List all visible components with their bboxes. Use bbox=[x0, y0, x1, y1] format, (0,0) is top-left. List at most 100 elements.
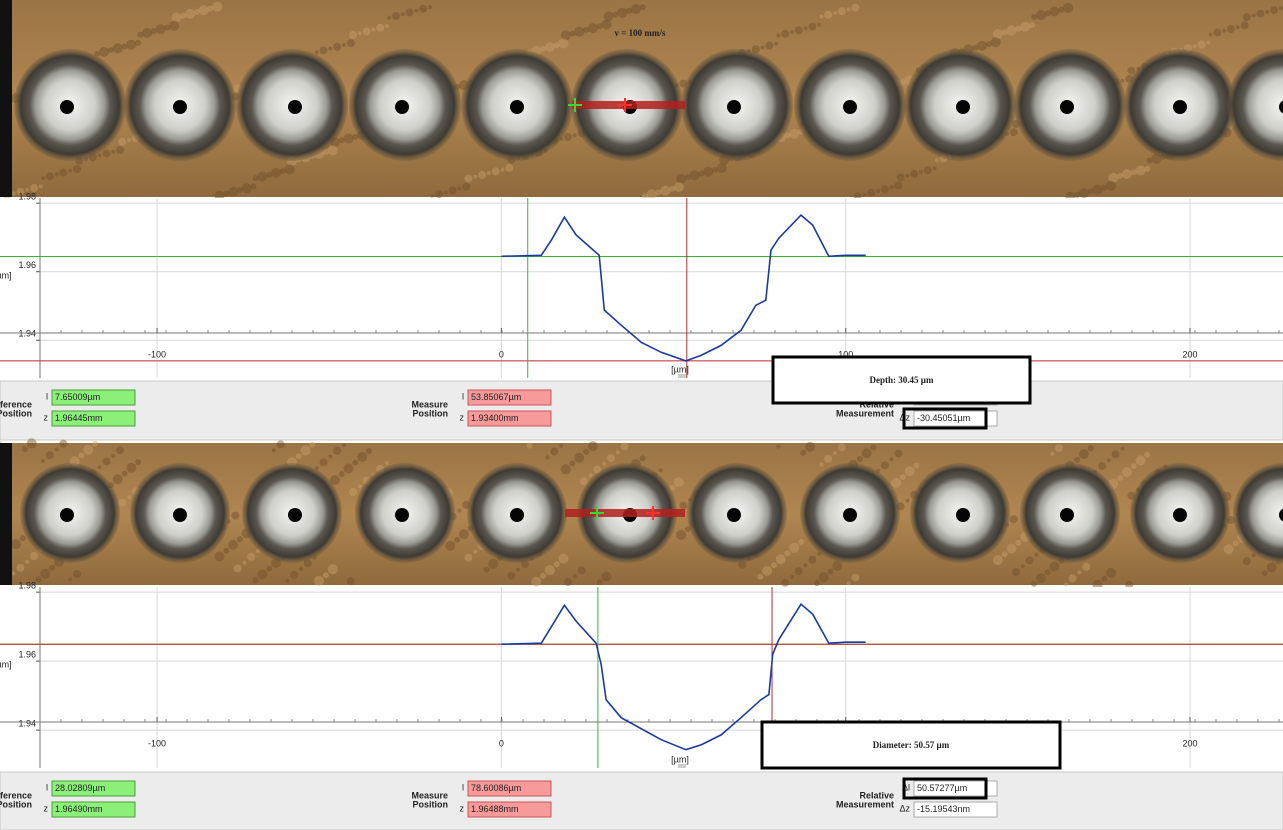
texture-dot bbox=[290, 571, 298, 579]
texture-dot bbox=[358, 31, 362, 35]
texture-dot bbox=[40, 569, 50, 579]
texture-dot bbox=[251, 184, 257, 190]
crater-hole bbox=[395, 508, 409, 522]
texture-dot bbox=[847, 7, 851, 11]
texture-dot bbox=[1064, 582, 1068, 586]
texture-dot bbox=[1241, 21, 1249, 29]
page-title: v = 100 mm/s bbox=[615, 28, 666, 38]
texture-dot bbox=[296, 453, 302, 459]
texture-dot bbox=[617, 8, 627, 18]
texture-dot bbox=[867, 189, 875, 197]
texture-dot bbox=[113, 43, 123, 53]
texture-dot bbox=[387, 16, 391, 20]
texture-dot bbox=[315, 50, 319, 54]
texture-dot bbox=[1063, 3, 1073, 13]
texture-dot bbox=[333, 447, 341, 455]
texture-dot bbox=[507, 572, 515, 580]
texture-dot bbox=[674, 477, 684, 487]
texture-dot bbox=[833, 451, 837, 455]
texture-dot bbox=[1136, 456, 1146, 466]
crater-hole bbox=[510, 100, 524, 114]
texture-dot bbox=[597, 579, 603, 585]
texture-dot bbox=[430, 194, 434, 198]
texture-dot bbox=[1012, 568, 1020, 576]
texture-dot bbox=[1224, 544, 1234, 554]
texture-dot bbox=[616, 450, 620, 454]
texture-dot bbox=[231, 512, 239, 520]
texture-dot bbox=[462, 183, 470, 191]
texture-dot bbox=[1020, 22, 1030, 32]
crater-hole bbox=[956, 508, 970, 522]
field-label: z bbox=[460, 412, 465, 422]
texture-dot bbox=[83, 445, 93, 455]
texture-dot bbox=[828, 569, 834, 575]
texture-dot bbox=[659, 468, 663, 472]
texture-dot bbox=[795, 26, 803, 34]
field-value: 53.85067µm bbox=[471, 392, 521, 402]
y-axis-label: [µm] bbox=[0, 659, 12, 669]
texture-dot bbox=[1050, 562, 1060, 572]
y-tick-label: 1.94 bbox=[18, 329, 36, 339]
texture-dot bbox=[900, 474, 906, 480]
texture-dot bbox=[127, 138, 131, 142]
texture-dot bbox=[135, 459, 141, 465]
texture-dot bbox=[805, 442, 815, 452]
field-group-label: Measurement bbox=[836, 408, 894, 418]
texture-dot bbox=[102, 458, 110, 466]
crater-hole bbox=[727, 100, 741, 114]
field-value: 1.93400mm bbox=[471, 413, 519, 423]
texture-dot bbox=[1256, 10, 1264, 18]
crater-hole bbox=[288, 508, 302, 522]
texture-dot bbox=[621, 442, 629, 450]
texture-dot bbox=[473, 550, 477, 554]
texture-dot bbox=[851, 574, 859, 582]
texture-dot bbox=[583, 449, 589, 455]
texture-dot bbox=[1026, 556, 1034, 564]
texture-dot bbox=[444, 190, 448, 194]
texture-dot bbox=[92, 441, 98, 447]
texture-dot bbox=[41, 176, 45, 180]
texture-dot bbox=[1279, 6, 1283, 10]
texture-dot bbox=[464, 175, 472, 183]
texture-dot bbox=[366, 448, 372, 454]
y-tick-label: 1.94 bbox=[18, 718, 36, 728]
texture-dot bbox=[1079, 449, 1089, 459]
texture-dot bbox=[363, 27, 371, 35]
texture-dot bbox=[871, 445, 877, 451]
texture-dot bbox=[1213, 29, 1221, 37]
texture-dot bbox=[414, 9, 418, 13]
texture-dot bbox=[570, 461, 576, 467]
texture-dot bbox=[122, 471, 128, 477]
texture-dot bbox=[765, 42, 773, 50]
texture-dot bbox=[757, 574, 763, 580]
texture-dot bbox=[320, 46, 328, 54]
texture-dot bbox=[328, 455, 332, 459]
texture-dot bbox=[49, 565, 55, 571]
field-value: 7.65009µm bbox=[55, 392, 100, 402]
texture-dot bbox=[814, 580, 820, 586]
texture-dot bbox=[894, 450, 902, 458]
texture-dot bbox=[1267, 562, 1277, 572]
texture-dot bbox=[640, 455, 646, 461]
y-tick-label: 1.98 bbox=[18, 192, 36, 202]
texture-dot bbox=[785, 551, 791, 557]
texture-dot bbox=[1021, 564, 1025, 568]
chart-background bbox=[0, 587, 1283, 768]
texture-dot bbox=[573, 133, 577, 137]
field-value: 28.02809µm bbox=[55, 783, 105, 793]
texture-dot bbox=[1112, 450, 1120, 458]
texture-dot bbox=[253, 577, 259, 583]
texture-dot bbox=[776, 34, 780, 38]
texture-dot bbox=[1079, 188, 1089, 198]
texture-dot bbox=[602, 572, 612, 582]
texture-dot bbox=[1144, 166, 1150, 172]
texture-dot bbox=[12, 191, 16, 195]
texture-dot bbox=[492, 167, 500, 175]
texture-dot bbox=[445, 541, 455, 551]
texture-dot bbox=[234, 564, 242, 572]
texture-dot bbox=[488, 559, 498, 569]
texture-dot bbox=[357, 452, 367, 462]
texture-dot bbox=[59, 440, 67, 448]
texture-dot bbox=[371, 28, 375, 32]
texture-dot bbox=[808, 23, 816, 31]
